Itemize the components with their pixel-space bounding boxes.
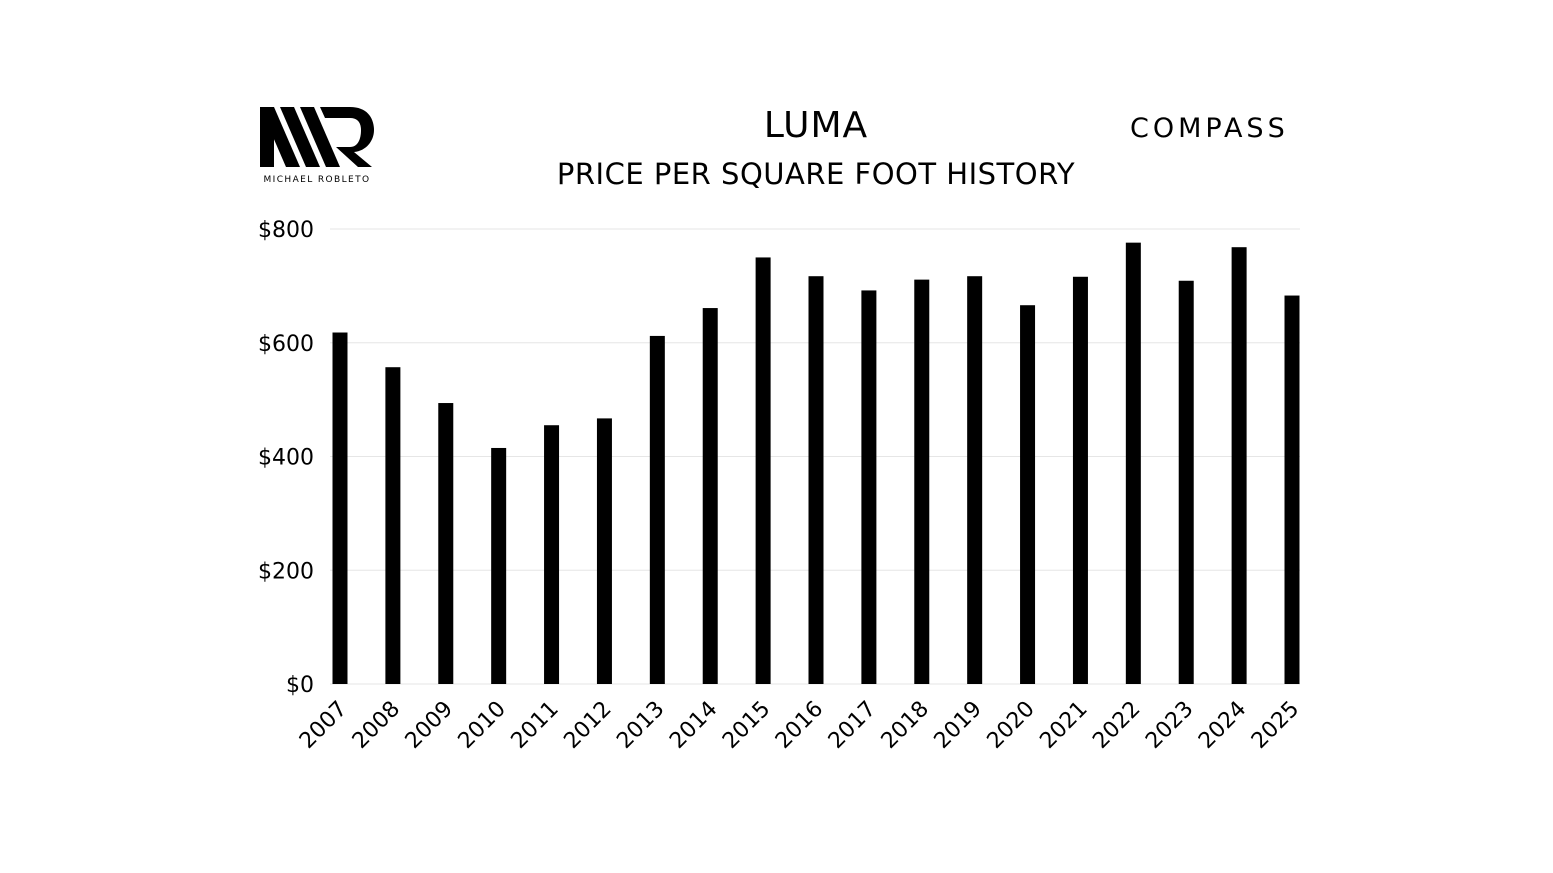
bar-2025 (1284, 295, 1300, 684)
compass-logo: COMPASS (1130, 113, 1289, 144)
mr-monogram-icon (260, 107, 374, 167)
x-tick-label: 2021 (1035, 697, 1092, 754)
michael-robleto-logo: MICHAEL ROBLETO (258, 103, 378, 189)
x-tick-label: 2019 (930, 697, 987, 754)
x-tick-label: 2012 (559, 697, 616, 754)
x-tick-label: 2023 (1141, 697, 1198, 754)
bar-2008 (385, 367, 401, 684)
bar-2024 (1231, 247, 1247, 684)
bar-2011 (544, 425, 560, 684)
x-tick-label: 2010 (454, 697, 511, 754)
bar-2007 (332, 332, 348, 684)
chart-subtitle: PRICE PER SQUARE FOOT HISTORY (556, 157, 1076, 191)
bar-2017 (861, 290, 877, 684)
x-tick-label: 2020 (983, 697, 1040, 754)
bar-2020 (1020, 305, 1036, 684)
x-tick-label: 2009 (401, 697, 458, 754)
bar-2012 (596, 418, 612, 684)
chart-title: LUMA (763, 105, 869, 146)
y-tick-label: $0 (286, 673, 314, 698)
bar-2018 (914, 279, 930, 684)
x-tick-label: 2017 (824, 697, 881, 754)
bar-2022 (1125, 242, 1141, 684)
x-tick-label: 2015 (718, 697, 775, 754)
bar-2021 (1072, 276, 1088, 684)
x-tick-label: 2016 (771, 697, 828, 754)
x-tick-label: 2014 (665, 697, 722, 754)
bar-2016 (808, 276, 824, 684)
bar-2015 (755, 257, 771, 684)
bar-2019 (967, 276, 983, 684)
bar-2014 (702, 308, 718, 684)
x-tick-label: 2011 (507, 697, 564, 754)
bar-2010 (491, 447, 507, 684)
y-tick-label: $800 (258, 218, 314, 243)
x-tick-label: 2008 (348, 697, 405, 754)
x-tick-label: 2024 (1194, 697, 1251, 754)
x-tick-label: 2013 (612, 697, 669, 754)
y-tick-label: $600 (258, 332, 314, 357)
x-tick-label: 2007 (295, 697, 352, 754)
logo-caption: MICHAEL ROBLETO (263, 175, 371, 185)
bar-2023 (1178, 280, 1194, 684)
bar-2009 (438, 403, 454, 684)
y-tick-label: $400 (258, 446, 314, 471)
x-tick-label: 2018 (877, 697, 934, 754)
bar-2013 (649, 335, 665, 684)
y-tick-label: $200 (258, 559, 314, 584)
x-tick-label: 2025 (1247, 697, 1304, 754)
x-tick-label: 2022 (1088, 697, 1145, 754)
